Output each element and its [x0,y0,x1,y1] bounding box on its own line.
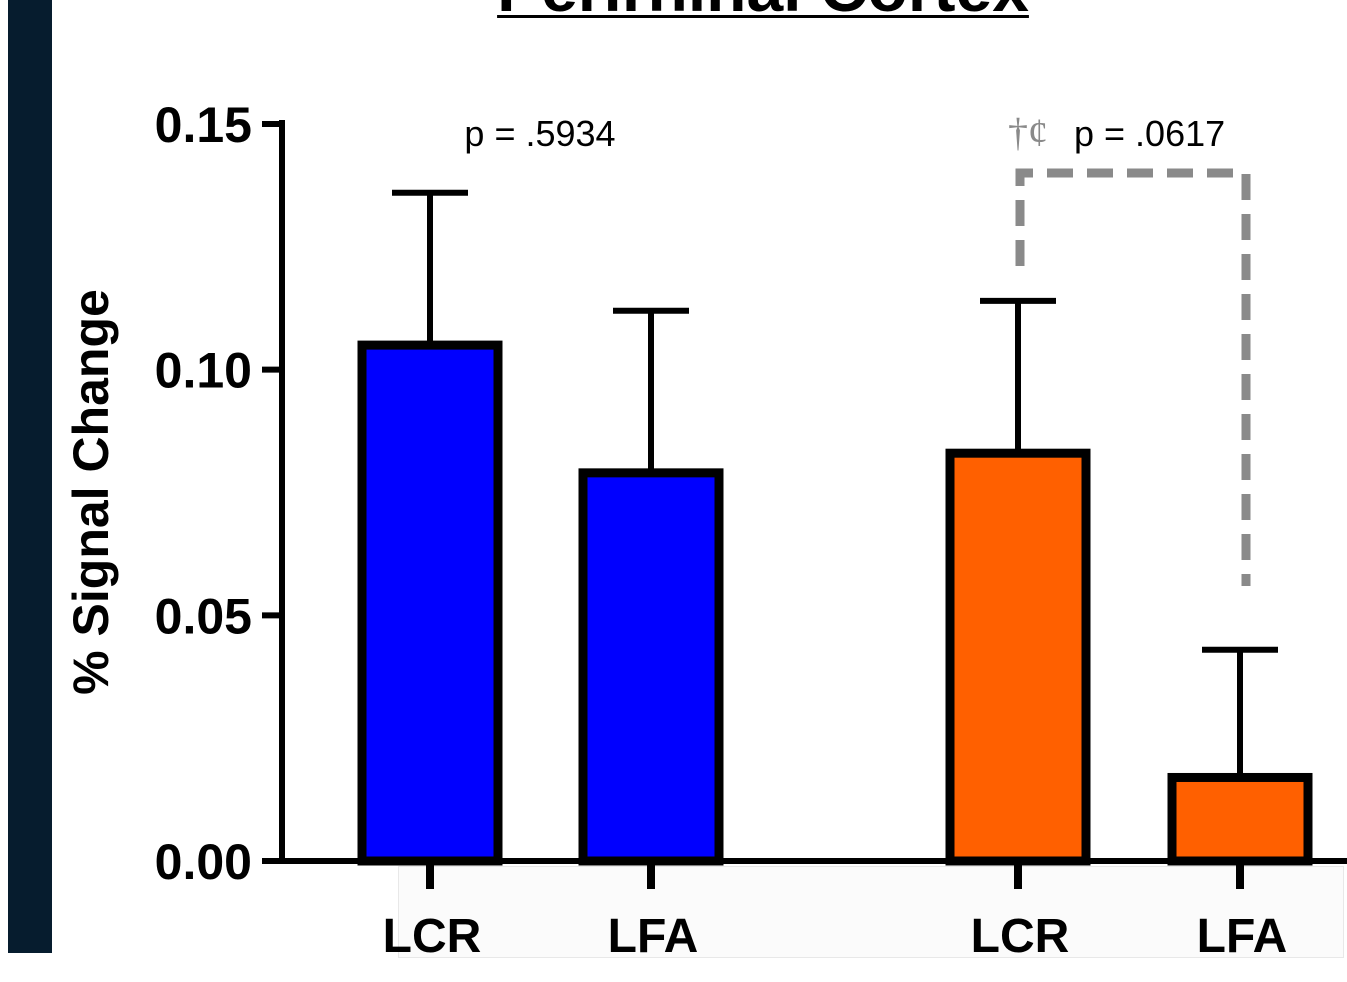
x-category-label: LCR [971,910,1070,963]
bar-lcr-group2 [945,448,1091,866]
y-tick-label: 0.10 [155,343,252,399]
y-tick-label: 0.00 [155,834,252,890]
bar-lfa-group2 [1167,772,1313,866]
x-category-label: LCR [383,910,482,963]
bar-lfa-group1 [578,468,724,866]
bar-lcr-group1 [357,340,503,866]
x-category-label: LFA [608,910,699,963]
page-title: Perirhinal Cortex [418,0,1108,18]
side-accent-bar [8,0,52,953]
label-panel [398,866,1344,958]
y-tick-label: 0.05 [155,588,252,644]
y-axis-label: % Signal Change [63,289,119,695]
p-value-label: p = .0617 [1074,113,1225,154]
significance-bracket [1015,168,1251,586]
y-tick-label: 0.15 [155,97,252,153]
x-category-label: LFA [1197,910,1288,963]
significance-symbols: †¢ [1008,110,1048,155]
p-value-label: p = .5934 [464,113,615,154]
